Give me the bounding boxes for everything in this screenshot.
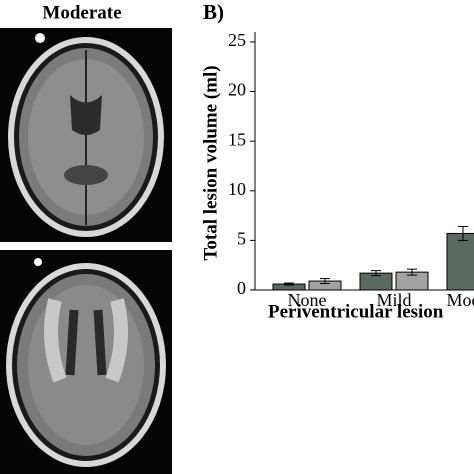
y-tick-label: 5 bbox=[237, 229, 246, 249]
y-tick-label: 15 bbox=[228, 129, 246, 149]
y-tick-label: 10 bbox=[228, 179, 246, 199]
x-axis-label: Periventricular lesion bbox=[268, 301, 444, 322]
error-bar bbox=[458, 225, 468, 241]
panel-title: Moderate bbox=[42, 2, 121, 23]
x-tick-label: Moderate bbox=[447, 290, 474, 310]
error-bar bbox=[407, 268, 417, 276]
bar bbox=[446, 232, 474, 291]
error-bar bbox=[284, 282, 294, 286]
error-bar bbox=[320, 278, 330, 285]
error-bar bbox=[371, 270, 381, 277]
y-tick-label: 20 bbox=[228, 80, 246, 100]
x-tick-label: None bbox=[288, 290, 327, 310]
y-tick-label: 0 bbox=[237, 278, 246, 298]
panel-label: B) bbox=[203, 0, 224, 24]
x-tick-label: Mild bbox=[376, 290, 411, 310]
y-axis-label: Total lesion volume (ml) bbox=[200, 65, 221, 260]
mri-images bbox=[0, 28, 172, 474]
y-tick-label: 25 bbox=[228, 30, 246, 50]
